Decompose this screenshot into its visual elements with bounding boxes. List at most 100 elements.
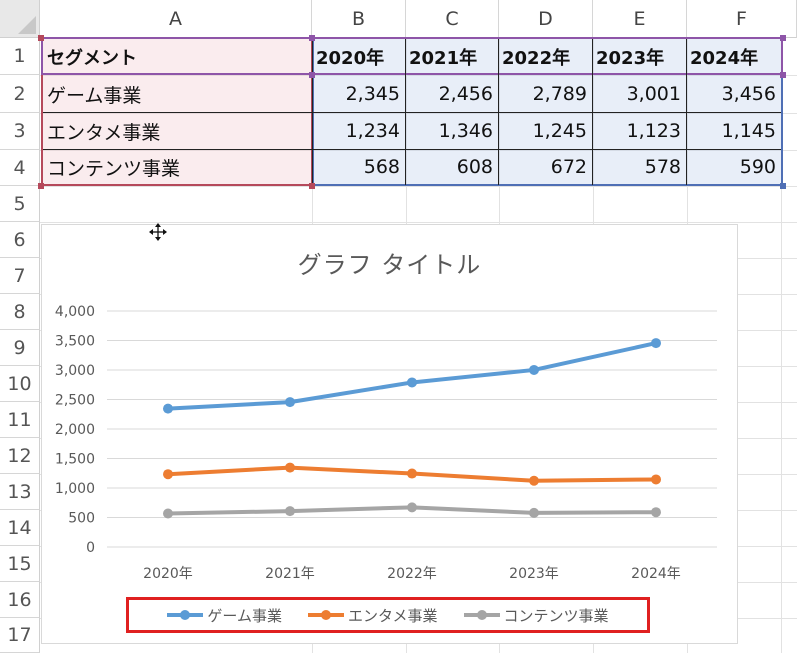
column-header-d[interactable]: D <box>499 0 593 38</box>
cell-c4[interactable]: 608 <box>456 156 493 178</box>
column-header-f[interactable]: F <box>687 0 797 38</box>
x-tick-label: 2022年 <box>387 566 437 582</box>
chart-plot: 0 500 1,000 1,500 2,000 2,500 3,000 3,500 4,000 2… <box>55 304 717 582</box>
cell-d3[interactable]: 1,245 <box>532 120 587 142</box>
cell-b2[interactable]: 2,345 <box>345 83 400 105</box>
legend-item[interactable]: ゲーム事業 <box>167 605 282 626</box>
data-point[interactable] <box>163 469 173 480</box>
selection-handle[interactable] <box>780 183 786 189</box>
cell-e3[interactable]: 1,123 <box>626 120 681 142</box>
cell-b4[interactable]: 568 <box>363 156 400 178</box>
legend-label: エンタメ事業 <box>347 606 438 625</box>
chart-title[interactable]: グラフ タイトル <box>297 251 482 279</box>
y-tick-label: 0 <box>86 540 95 556</box>
legend-item[interactable]: コンテンツ事業 <box>463 605 609 626</box>
row-header-5[interactable]: 5 <box>0 186 40 222</box>
cell-d2[interactable]: 2,789 <box>532 83 587 105</box>
cell-f2[interactable]: 3,456 <box>721 83 776 105</box>
selection-range-labels <box>41 37 313 186</box>
y-tick-label: 1,000 <box>55 481 95 497</box>
data-point[interactable] <box>285 397 295 408</box>
cell-a3[interactable]: エンタメ事業 <box>47 121 161 144</box>
selection-handle[interactable] <box>38 183 44 189</box>
line-chart[interactable]: グラフ タイトル 0 500 1,000 1,500 2,000 2,500 3,000 3,… <box>41 224 738 644</box>
cell-a2[interactable]: ゲーム事業 <box>47 84 142 107</box>
y-tick-label: 1,500 <box>55 452 95 468</box>
column-header-b[interactable]: B <box>312 0 406 38</box>
data-point[interactable] <box>285 462 295 473</box>
row-header-6[interactable]: 6 <box>0 222 40 258</box>
cell-e2[interactable]: 3,001 <box>626 83 681 105</box>
row-header-2[interactable]: 2 <box>0 75 40 113</box>
selection-handle[interactable] <box>780 35 786 41</box>
row-header-8[interactable]: 8 <box>0 294 40 330</box>
column-header-bar: A B C D E F <box>0 0 797 38</box>
cell-a1[interactable]: セグメント <box>47 47 137 69</box>
data-point[interactable] <box>163 508 173 519</box>
selection-handle[interactable] <box>309 72 315 78</box>
legend-label: コンテンツ事業 <box>503 606 609 625</box>
row-header-13[interactable]: 13 <box>0 474 40 510</box>
column-header-a[interactable]: A <box>40 0 312 38</box>
cell-e1[interactable]: 2023年 <box>596 47 665 69</box>
y-tick-label: 2,000 <box>55 422 95 438</box>
cell-e4[interactable]: 578 <box>644 156 681 178</box>
y-tick-label: 3,000 <box>55 363 95 379</box>
select-all-corner[interactable] <box>0 0 40 38</box>
cell-b1[interactable]: 2020年 <box>316 47 385 69</box>
data-point[interactable] <box>529 507 539 518</box>
row-header-3[interactable]: 3 <box>0 113 40 150</box>
row-header-15[interactable]: 15 <box>0 546 40 582</box>
legend-swatch <box>167 610 204 620</box>
cell-d1[interactable]: 2022年 <box>502 47 571 69</box>
move-cursor-icon <box>148 222 168 242</box>
cell-f3[interactable]: 1,145 <box>721 120 776 142</box>
data-point[interactable] <box>407 377 417 388</box>
row-header-9[interactable]: 9 <box>0 330 40 366</box>
data-point[interactable] <box>285 506 295 517</box>
x-tick-label: 2021年 <box>265 566 315 582</box>
cell-c1[interactable]: 2021年 <box>409 47 478 69</box>
legend-label: ゲーム事業 <box>207 606 282 625</box>
cell-c2[interactable]: 2,456 <box>438 83 493 105</box>
series-line[interactable] <box>166 341 658 411</box>
x-tick-label: 2020年 <box>143 566 193 582</box>
selection-handle[interactable] <box>38 35 44 41</box>
row-header-12[interactable]: 12 <box>0 438 40 474</box>
y-tick-label: 500 <box>68 511 95 527</box>
cell-f4[interactable]: 590 <box>739 156 776 178</box>
y-tick-label: 4,000 <box>55 304 95 320</box>
data-point[interactable] <box>163 403 173 414</box>
data-point[interactable] <box>651 338 661 349</box>
row-header-11[interactable]: 11 <box>0 402 40 438</box>
data-point[interactable] <box>407 502 417 513</box>
selection-handle[interactable] <box>780 72 786 78</box>
column-header-e[interactable]: E <box>593 0 687 38</box>
selection-handle[interactable] <box>309 35 315 41</box>
data-point[interactable] <box>651 474 661 485</box>
cell-c3[interactable]: 1,346 <box>438 120 493 142</box>
data-point[interactable] <box>407 468 417 479</box>
selection-range-header <box>41 37 783 75</box>
column-header-c[interactable]: C <box>406 0 499 38</box>
cell-a4[interactable]: コンテンツ事業 <box>47 157 181 180</box>
y-tick-label: 3,500 <box>55 334 95 350</box>
data-point[interactable] <box>529 475 539 486</box>
selection-handle[interactable] <box>309 183 315 189</box>
cell-b3[interactable]: 1,234 <box>345 120 400 142</box>
row-header-7[interactable]: 7 <box>0 258 40 294</box>
row-header-4[interactable]: 4 <box>0 150 40 186</box>
y-tick-label: 2,500 <box>55 393 95 409</box>
row-header-16[interactable]: 16 <box>0 582 40 618</box>
legend-item[interactable]: エンタメ事業 <box>307 605 438 626</box>
row-header-1[interactable]: 1 <box>0 38 40 75</box>
legend-swatch <box>307 610 344 620</box>
cell-d4[interactable]: 672 <box>550 156 587 178</box>
data-point[interactable] <box>529 364 539 375</box>
chart-legend[interactable]: ゲーム事業 エンタメ事業 コンテンツ事業 <box>126 597 650 633</box>
cell-f1[interactable]: 2024年 <box>690 47 759 69</box>
row-header-14[interactable]: 14 <box>0 510 40 546</box>
row-header-17[interactable]: 17 <box>0 618 40 653</box>
row-header-10[interactable]: 10 <box>0 366 40 402</box>
data-point[interactable] <box>651 507 661 518</box>
